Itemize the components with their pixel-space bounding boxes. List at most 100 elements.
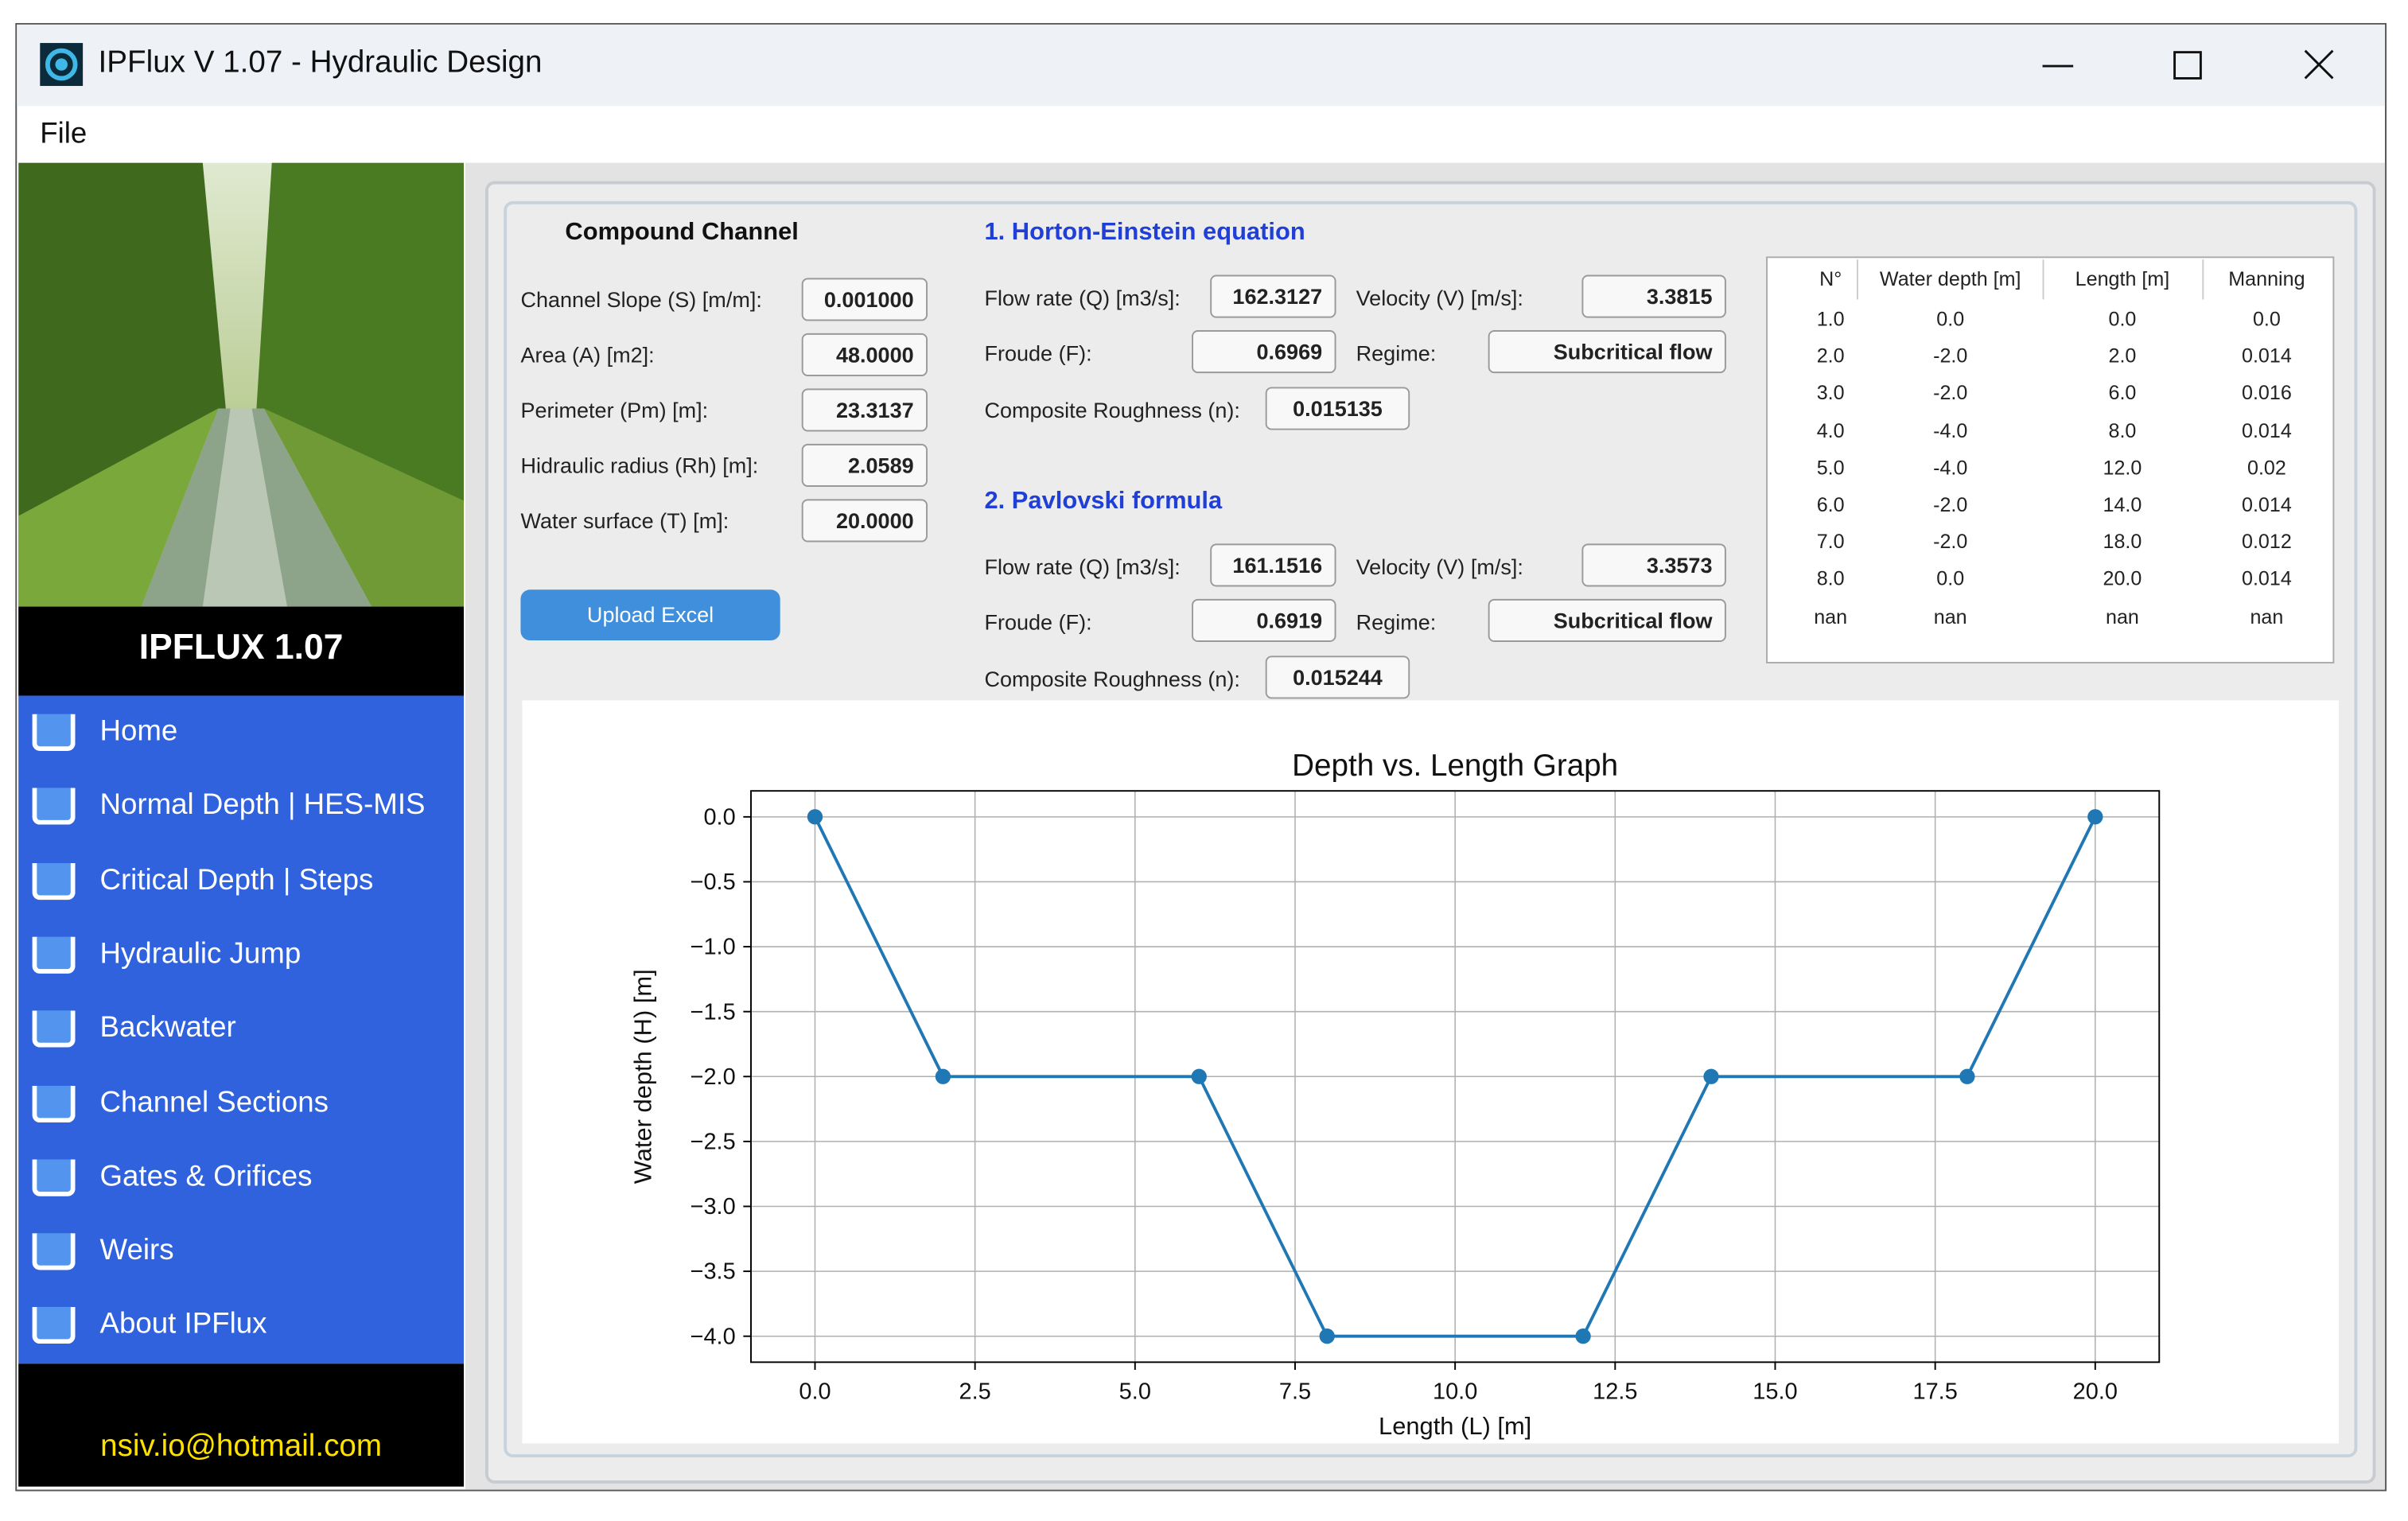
x-tick-label: 0.0 [799,1379,831,1405]
nav-item[interactable]: Home [99,715,178,749]
data-point [935,1068,951,1084]
field-label: Velocity (V) [m/s]: [1356,286,1523,310]
brand-label: IPFLUX 1.07 [138,626,344,667]
plot-frame [750,790,2161,1363]
table-cell: -2.0 [1933,381,1968,405]
nav-icon [32,936,76,974]
nav-item[interactable]: Normal Depth | HES-MIS [99,789,426,823]
x-tick-label: 7.5 [1279,1379,1311,1405]
table-cell: 8.0 [2108,418,2137,442]
field-label: Hidraulic radius (Rh) [m]: [520,453,759,478]
maximize-button[interactable] [2173,51,2202,80]
data-point [1191,1068,1207,1084]
field-value: 0.001000 [801,278,928,321]
field-value: Subcritical flow [1488,598,1726,642]
table-cell: nan [2250,604,2284,628]
nav-item[interactable]: Gates & Orifices [99,1161,313,1193]
table-cell: 14.0 [2103,492,2142,516]
upload-button[interactable]: Upload Excel [520,589,780,641]
y-axis-label: Water depth (H) [m] [629,969,657,1184]
brand-band [18,606,465,696]
x-tick-label: 5.0 [1119,1379,1151,1405]
table-cell: 0.0 [2252,307,2281,331]
table-cell: nan [1814,604,1848,628]
profile-table [1766,256,2335,663]
table-cell: -2.0 [1933,344,1968,368]
close-button[interactable] [2304,49,2334,80]
field-value: 3.3573 [1581,543,1726,587]
field-value: 20.0000 [801,499,928,543]
table-cell: 0.02 [2247,455,2286,479]
field-label: Froude (F): [984,340,1092,366]
table-cell: 12.0 [2103,455,2142,479]
method-title: 2. Pavlovski formula [984,488,1223,515]
x-tick-label: 15.0 [1753,1379,1797,1405]
table-cell: 0.0 [2108,307,2137,331]
table-cell: 7.0 [1816,530,1845,554]
table-header: Length [m] [2075,266,2170,290]
menu-file[interactable]: File [40,118,88,151]
field-value: Subcritical flow [1488,330,1726,374]
field-value: 0.015135 [1265,387,1410,430]
nav-icon [32,1307,76,1344]
nav-icon [32,1233,76,1270]
nav-item[interactable]: Critical Depth | Steps [99,864,374,897]
field-value: 3.3815 [1581,274,1726,318]
section-title: Compound Channel [565,220,799,246]
y-tick-label: −3.5 [691,1259,736,1285]
method-title: 1. Horton-Einstein equation [984,220,1305,246]
column-divider [2202,259,2204,300]
table-cell: 0.012 [2241,530,2292,554]
table-cell: nan [1933,604,1967,628]
table-cell: 2.0 [2108,344,2137,368]
y-tick-label: −2.0 [691,1064,736,1090]
data-point [1959,1068,1975,1084]
x-tick-label: 17.5 [1912,1379,1957,1405]
table-cell: -2.0 [1933,492,1968,516]
field-value: 162.3127 [1210,274,1336,318]
data-point [2087,809,2103,825]
contact-email: nsiv.io@hotmail.com [100,1430,383,1464]
nav-item[interactable]: Channel Sections [99,1086,329,1119]
y-tick-label: −3.0 [691,1194,736,1220]
field-value: 161.1516 [1210,543,1336,587]
table-header: Manning [2228,266,2305,290]
field-label: Area (A) [m2]: [520,342,655,368]
table-cell: 0.0 [1936,307,1965,331]
field-label: Composite Roughness (n): [984,666,1240,691]
nav-item[interactable]: Weirs [99,1235,174,1267]
field-value: 2.0589 [801,443,928,487]
table-cell: 18.0 [2103,530,2142,554]
table-cell: 5.0 [1816,455,1845,479]
nav-item[interactable]: About IPFlux [99,1309,267,1342]
window-controls[interactable] [2027,43,2349,89]
data-point [807,809,823,825]
y-tick-label: −2.5 [691,1130,736,1155]
y-tick-label: −4.0 [691,1324,736,1349]
field-label: Composite Roughness (n): [984,397,1240,422]
table-cell: -4.0 [1933,455,1968,479]
chart: Depth vs. Length Graph Length (L) [m] Wate… [522,700,2340,1444]
sidebar-nav: Home Normal Depth | HES-MIS Critical Depth… [18,695,465,1364]
field-label: Channel Slope (S) [m/m]: [520,287,762,312]
table-cell: 6.0 [2108,381,2137,405]
table-cell: 4.0 [1816,418,1845,442]
field-value: 0.015244 [1265,655,1410,699]
field-label: Velocity (V) [m/s]: [1356,554,1523,579]
nav-icon [32,862,76,900]
table-cell: 0.0 [1936,567,1965,591]
table-cell: 0.016 [2241,381,2292,405]
column-divider [1856,259,1858,300]
field-label: Flow rate (Q) [m3/s]: [984,554,1181,579]
chart-title: Depth vs. Length Graph [1292,749,1618,783]
field-value: 23.3137 [801,388,928,432]
nav-item[interactable]: Backwater [99,1012,236,1045]
x-tick-label: 10.0 [1433,1379,1477,1405]
table-cell: 0.014 [2241,344,2292,368]
sidebar-photo [18,162,465,607]
data-point [1575,1328,1591,1344]
table-cell: nan [2105,604,2139,628]
nav-item[interactable]: Hydraulic Jump [99,938,301,971]
data-point [1703,1068,1719,1084]
